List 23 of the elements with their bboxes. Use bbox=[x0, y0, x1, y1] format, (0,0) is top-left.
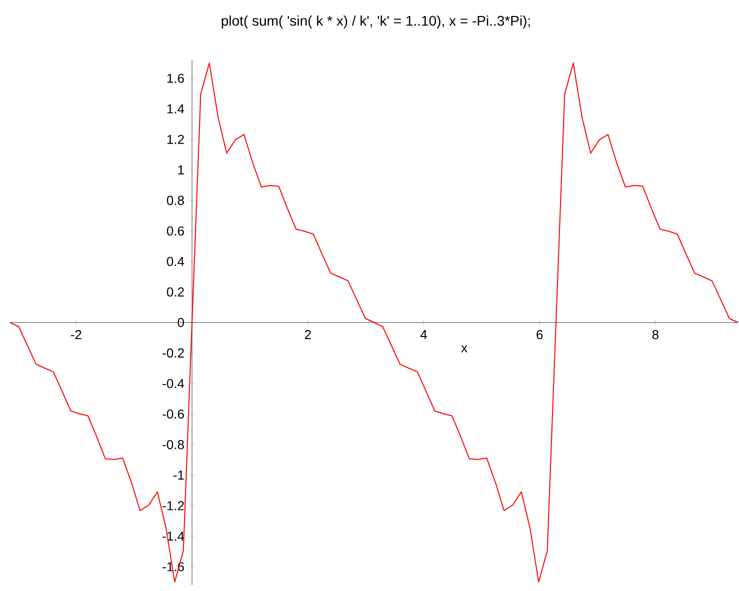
y-tick-label: 1 bbox=[178, 165, 184, 174]
y-tick-label: -1 bbox=[174, 470, 184, 480]
x-axis-title: x bbox=[461, 345, 468, 352]
x-tick-label: 2 bbox=[304, 330, 311, 340]
y-tick-label: 0.4 bbox=[166, 256, 184, 266]
x-tick-label: 6 bbox=[536, 330, 543, 340]
y-tick-label: 0.8 bbox=[166, 196, 184, 205]
x-tick-label: -2 bbox=[70, 330, 82, 340]
y-tick-label: 0.2 bbox=[166, 287, 184, 297]
x-tick-label: 4 bbox=[420, 330, 427, 339]
y-tick-label: -0.2 bbox=[162, 348, 184, 358]
x-tick-label: 8 bbox=[652, 330, 659, 340]
chart-title: plot( sum( 'sin( k * x) / k', 'k' = 1..10), x = -Pi..3*Pi); bbox=[222, 15, 530, 29]
y-tick-label: -0.4 bbox=[162, 378, 184, 388]
line-series bbox=[10, 62, 739, 582]
y-tick-label: -0.6 bbox=[162, 409, 184, 419]
y-tick-label: -0.8 bbox=[162, 440, 184, 450]
y-tick-label: 1.2 bbox=[167, 134, 184, 144]
y-tick-label: 1.6 bbox=[167, 74, 184, 83]
y-tick-label: 0.6 bbox=[166, 226, 184, 236]
y-tick-label: 0 bbox=[178, 318, 184, 328]
y-tick-label: -1.2 bbox=[162, 501, 184, 510]
y-tick-label: 1.4 bbox=[167, 104, 184, 114]
